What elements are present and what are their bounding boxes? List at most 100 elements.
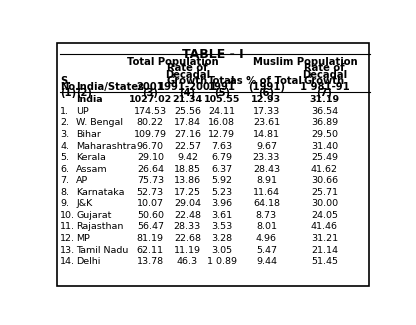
Text: W. Bengal: W. Bengal — [76, 118, 123, 127]
Text: 13.86: 13.86 — [174, 176, 201, 185]
Text: 10.: 10. — [60, 211, 75, 220]
Text: 105.55: 105.55 — [204, 95, 240, 104]
Text: 24.11: 24.11 — [208, 107, 235, 116]
Text: Tamil Nadu: Tamil Nadu — [76, 246, 129, 254]
Text: 5.92: 5.92 — [211, 176, 233, 185]
Text: 29.04: 29.04 — [174, 199, 201, 208]
Text: 5.: 5. — [60, 153, 69, 162]
Text: 9.42: 9.42 — [177, 153, 198, 162]
Text: 11.: 11. — [60, 223, 75, 231]
Text: Maharashtra: Maharashtra — [76, 142, 136, 150]
Text: 7.: 7. — [60, 176, 69, 185]
Text: 22.68: 22.68 — [174, 234, 201, 243]
Text: Rate of: Rate of — [304, 63, 345, 73]
Text: 62.11: 62.11 — [137, 246, 164, 254]
Text: 21.14: 21.14 — [311, 246, 338, 254]
Text: 17.33: 17.33 — [253, 107, 280, 116]
Text: 21.34: 21.34 — [172, 95, 203, 104]
Text: 6.: 6. — [60, 165, 69, 174]
Text: 26.64: 26.64 — [137, 165, 164, 174]
Text: 5.47: 5.47 — [256, 246, 277, 254]
Text: 8.: 8. — [60, 188, 69, 197]
Text: 3.61: 3.61 — [211, 211, 233, 220]
Text: Decadal: Decadal — [302, 70, 347, 80]
Text: 25.71: 25.71 — [311, 188, 338, 197]
Text: 6.37: 6.37 — [211, 165, 233, 174]
Text: (3): (3) — [142, 88, 158, 98]
Text: 3.28: 3.28 — [211, 234, 233, 243]
Text: S.: S. — [60, 76, 71, 86]
Text: 75.73: 75.73 — [137, 176, 164, 185]
Text: 8.73: 8.73 — [256, 211, 277, 220]
Text: (2): (2) — [76, 88, 92, 98]
Text: 1991: 1991 — [208, 82, 236, 92]
Text: 81.19: 81.19 — [137, 234, 164, 243]
Text: 29.50: 29.50 — [311, 130, 338, 139]
Text: 50.60: 50.60 — [137, 211, 164, 220]
Text: 4.: 4. — [60, 142, 69, 150]
Text: 7.63: 7.63 — [211, 142, 233, 150]
Text: 64.18: 64.18 — [253, 199, 280, 208]
Text: 1.: 1. — [60, 107, 69, 116]
Text: 36.54: 36.54 — [311, 107, 338, 116]
Text: 12.93: 12.93 — [251, 95, 282, 104]
Text: 3.: 3. — [60, 130, 69, 139]
Text: 36.89: 36.89 — [311, 118, 338, 127]
Text: 10.07: 10.07 — [137, 199, 164, 208]
Text: (7): (7) — [317, 88, 332, 98]
Text: 96.70: 96.70 — [137, 142, 164, 150]
Text: 17.25: 17.25 — [174, 188, 201, 197]
Text: Delhi: Delhi — [76, 257, 101, 266]
Text: 25.49: 25.49 — [311, 153, 338, 162]
Text: (1): (1) — [60, 88, 76, 98]
Text: 22.48: 22.48 — [174, 211, 201, 220]
Text: Growth: Growth — [167, 76, 208, 86]
Text: 52.73: 52.73 — [137, 188, 164, 197]
Text: 5.23: 5.23 — [211, 188, 233, 197]
Text: 23.33: 23.33 — [253, 153, 280, 162]
Text: 3.53: 3.53 — [211, 223, 233, 231]
Text: 1 981-91: 1 981-91 — [300, 82, 349, 92]
Text: 12.: 12. — [60, 234, 75, 243]
Text: 18.85: 18.85 — [174, 165, 201, 174]
Text: Kerala: Kerala — [76, 153, 106, 162]
Text: Muslim Population: Muslim Population — [253, 57, 357, 67]
Text: 23.61: 23.61 — [253, 118, 280, 127]
Text: 17.84: 17.84 — [174, 118, 201, 127]
Text: UP: UP — [76, 107, 89, 116]
Text: 1 0.89: 1 0.89 — [207, 257, 237, 266]
Text: 27.16: 27.16 — [174, 130, 201, 139]
Text: Rajasthan: Rajasthan — [76, 223, 124, 231]
Text: 14.: 14. — [60, 257, 75, 266]
Text: 28.43: 28.43 — [253, 165, 280, 174]
Text: Growth: Growth — [304, 76, 345, 86]
Text: AP: AP — [76, 176, 89, 185]
Text: 41.62: 41.62 — [311, 165, 338, 174]
Text: TABLE - I: TABLE - I — [182, 48, 244, 61]
Text: 16.08: 16.08 — [208, 118, 235, 127]
Text: Rate of: Rate of — [167, 63, 208, 73]
Text: Decadal: Decadal — [165, 70, 210, 80]
Text: 28.33: 28.33 — [174, 223, 201, 231]
Text: Gujarat: Gujarat — [76, 211, 111, 220]
Text: 22.57: 22.57 — [174, 142, 201, 150]
Text: 1027.02: 1027.02 — [129, 95, 172, 104]
Text: 80.22: 80.22 — [137, 118, 164, 127]
Text: 2001: 2001 — [136, 82, 164, 92]
Text: 9.44: 9.44 — [256, 257, 277, 266]
Text: Karnataka: Karnataka — [76, 188, 125, 197]
Text: 31.19: 31.19 — [310, 95, 339, 104]
Text: 8.01: 8.01 — [256, 223, 277, 231]
Text: 9.67: 9.67 — [256, 142, 277, 150]
Text: 25.56: 25.56 — [174, 107, 201, 116]
Text: 31.40: 31.40 — [311, 142, 338, 150]
Text: (4): (4) — [179, 88, 196, 98]
Text: No.: No. — [60, 82, 79, 92]
Text: 12.79: 12.79 — [208, 130, 235, 139]
Text: 13.78: 13.78 — [137, 257, 164, 266]
Text: 174.53: 174.53 — [134, 107, 167, 116]
Text: 30.66: 30.66 — [311, 176, 338, 185]
Text: 51.45: 51.45 — [311, 257, 338, 266]
Text: 8.91: 8.91 — [256, 176, 277, 185]
Text: India/States: India/States — [76, 82, 144, 92]
